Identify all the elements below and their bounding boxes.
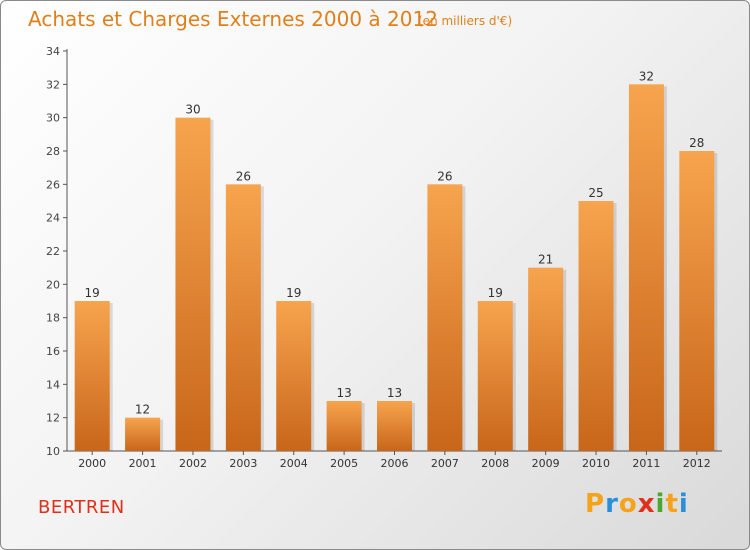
proxiti-logo: Proxiti: [585, 489, 689, 519]
bar-value-label: 28: [689, 136, 704, 150]
bar: [628, 84, 664, 451]
y-tick-label: 14: [46, 378, 60, 391]
x-tick-label: 2006: [381, 457, 409, 470]
y-tick-label: 28: [46, 145, 60, 158]
bar-value-label: 30: [185, 103, 200, 117]
bar-value-label: 21: [538, 253, 553, 267]
bar: [125, 417, 161, 451]
bar-value-label: 25: [588, 186, 603, 200]
x-tick-label: 2009: [532, 457, 560, 470]
commune-name: BERTREN: [38, 497, 125, 518]
y-tick-label: 24: [46, 212, 60, 225]
x-tick-label: 2002: [179, 457, 207, 470]
x-tick-label: 2005: [330, 457, 358, 470]
logo-letter: o: [618, 489, 638, 519]
x-tick-label: 2003: [229, 457, 257, 470]
y-tick-label: 16: [46, 345, 60, 358]
chart-title: Achats et Charges Externes 2000 à 2012: [28, 7, 438, 31]
x-tick-label: 2008: [481, 457, 509, 470]
bar: [74, 301, 110, 451]
x-tick-label: 2010: [582, 457, 610, 470]
y-tick-label: 12: [46, 412, 60, 425]
y-tick-label: 20: [46, 278, 60, 291]
bar: [679, 151, 715, 451]
x-tick-label: 2012: [683, 457, 711, 470]
logo-letter: t: [665, 489, 679, 519]
logo-letter: i: [678, 489, 689, 519]
y-tick-label: 22: [46, 245, 60, 258]
bar-value-label: 19: [85, 286, 100, 300]
bar-value-label: 32: [639, 69, 654, 83]
y-tick-label: 32: [46, 78, 60, 91]
bar-value-label: 13: [336, 386, 351, 400]
x-tick-label: 2000: [78, 457, 106, 470]
bar: [225, 184, 261, 452]
x-tick-label: 2007: [431, 457, 459, 470]
y-tick-label: 34: [46, 45, 60, 58]
bar: [326, 401, 362, 451]
y-tick-label: 18: [46, 312, 60, 325]
bar-value-label: 19: [488, 286, 503, 300]
bar-value-label: 13: [387, 386, 402, 400]
x-tick-label: 2004: [280, 457, 308, 470]
bar: [427, 184, 463, 452]
y-tick-label: 10: [46, 445, 60, 458]
bar: [377, 401, 412, 451]
logo-letter: P: [585, 489, 606, 519]
bar-value-label: 26: [236, 169, 251, 183]
logo-letter: i: [655, 489, 666, 519]
logo-letter: r: [605, 489, 619, 519]
bar: [276, 301, 312, 451]
bar: [528, 267, 564, 451]
bar: [578, 201, 614, 451]
bar-value-label: 26: [437, 169, 452, 183]
logo-letter: x: [637, 489, 656, 519]
y-tick-label: 30: [46, 112, 60, 125]
bar-value-label: 19: [286, 286, 301, 300]
x-tick-label: 2011: [632, 457, 660, 470]
bar: [477, 301, 513, 451]
bar: [175, 117, 211, 452]
bar-value-label: 12: [135, 403, 150, 417]
y-tick-label: 26: [46, 178, 60, 191]
x-tick-label: 2001: [129, 457, 157, 470]
chart-subtitle: (en milliers d'€): [418, 14, 513, 28]
